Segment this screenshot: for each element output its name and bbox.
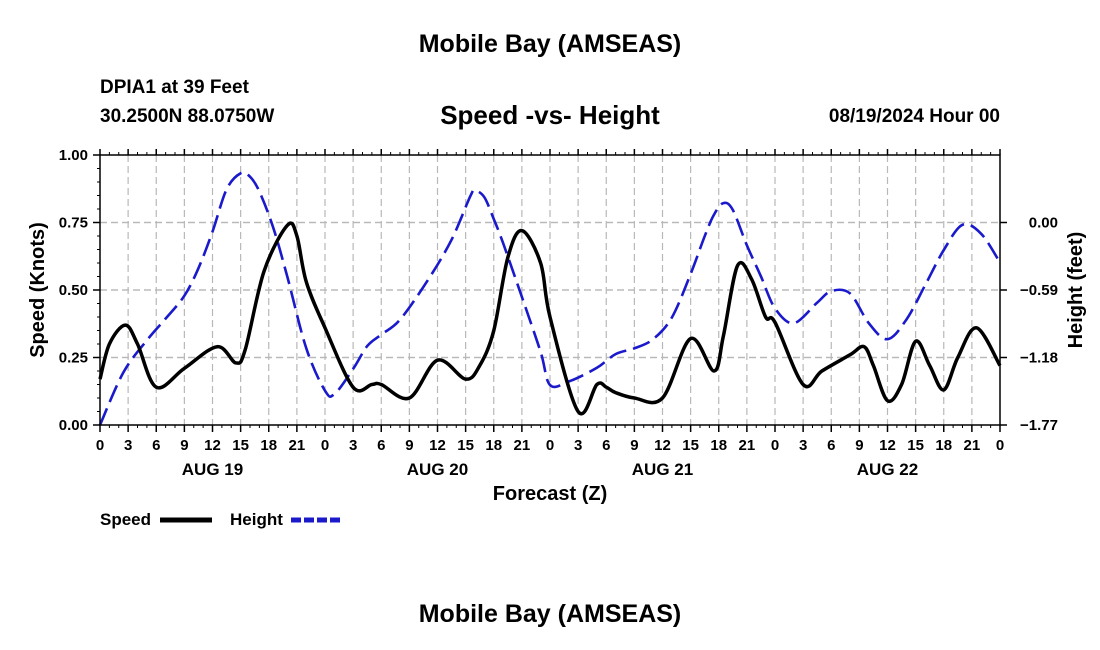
coordinates-label: 30.2500N 88.0750W: [100, 106, 275, 127]
y-tick-label: 1.00: [59, 147, 88, 164]
day-label: AUG 21: [632, 460, 693, 479]
x-tick-label: 18: [485, 437, 502, 454]
legend: Speed Height: [100, 510, 343, 529]
grid-layer: [100, 155, 1000, 425]
x-tick-label: 9: [405, 437, 413, 454]
day-label: AUG 20: [407, 460, 468, 479]
x-tick-label: 21: [964, 437, 981, 454]
station-label: DPIA1 at 39 Feet: [100, 77, 249, 98]
legend-speed-label: Speed: [100, 510, 151, 529]
y-right-tick-label: 0.00: [1029, 215, 1058, 232]
x-tick-label: 15: [457, 437, 474, 454]
x-tick-label: 3: [124, 437, 132, 454]
footer-title: Mobile Bay (AMSEAS): [418, 600, 682, 628]
y-tick-label: 0.00: [59, 417, 88, 434]
x-tick-label: 15: [907, 437, 924, 454]
x-tick-label: 0: [96, 437, 104, 454]
x-tick-label: 0: [321, 437, 329, 454]
y-axis-label-left: Speed (Knots): [27, 222, 49, 358]
x-tick-label: 6: [377, 437, 385, 454]
chart-main-title: Mobile Bay (AMSEAS): [418, 30, 682, 58]
x-tick-label: 21: [739, 437, 756, 454]
chart-subtitle: Speed -vs- Height: [440, 100, 660, 130]
legend-height-label: Height: [230, 510, 283, 529]
x-tick-label: 3: [574, 437, 582, 454]
x-tick-label: 6: [827, 437, 835, 454]
axis-layer: 0 3 6 9 12 15 18 21 0 3 6 9 12 15 18 21 0 3 6 9 12 15 18 21 0 3 6 9…: [59, 147, 1058, 479]
x-tick-label: 21: [289, 437, 306, 454]
y-right-tick-label: −1.18: [1020, 350, 1058, 367]
x-tick-label: 18: [935, 437, 952, 454]
series-layer: [98, 171, 1002, 426]
x-tick-label: 9: [180, 437, 188, 454]
y-tick-label: 0.25: [59, 350, 88, 367]
day-label: AUG 22: [857, 460, 918, 479]
x-tick-label: 21: [514, 437, 531, 454]
y-axis-label-right: Height (feet): [1065, 232, 1087, 349]
y-right-tick-label: −1.77: [1020, 417, 1058, 434]
series-line-speed: [98, 221, 1002, 416]
x-tick-label: 12: [654, 437, 671, 454]
x-tick-label: 6: [152, 437, 160, 454]
day-label: AUG 19: [182, 460, 243, 479]
x-tick-label: 6: [602, 437, 610, 454]
x-tick-label: 9: [855, 437, 863, 454]
x-tick-label: 18: [710, 437, 727, 454]
x-tick-label: 12: [879, 437, 896, 454]
x-axis-label: Forecast (Z): [493, 483, 607, 505]
x-tick-label: 9: [630, 437, 638, 454]
x-tick-label: 15: [232, 437, 249, 454]
x-tick-label: 3: [349, 437, 357, 454]
forecast-datetime: 08/19/2024 Hour 00: [828, 106, 1000, 127]
x-tick-label: 12: [204, 437, 221, 454]
y-tick-label: 0.50: [59, 282, 88, 299]
y-tick-label: 0.75: [59, 215, 88, 232]
y-right-tick-label: −0.59: [1020, 282, 1058, 299]
x-tick-label: 12: [429, 437, 446, 454]
x-tick-label: 18: [260, 437, 277, 454]
x-tick-label: 0: [771, 437, 779, 454]
x-tick-label: 0: [996, 437, 1004, 454]
x-tick-label: 15: [682, 437, 699, 454]
x-tick-label: 3: [799, 437, 807, 454]
series-line-height: [98, 171, 1002, 426]
x-tick-label: 0: [546, 437, 554, 454]
